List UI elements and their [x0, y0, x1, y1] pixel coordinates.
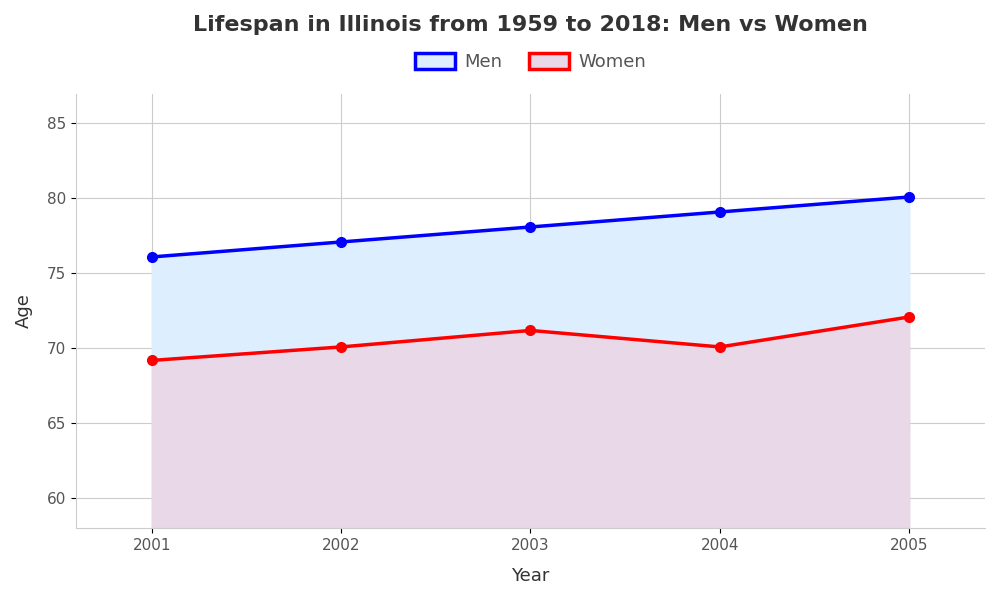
Y-axis label: Age: Age — [15, 293, 33, 328]
Legend: Men, Women: Men, Women — [408, 46, 653, 79]
Title: Lifespan in Illinois from 1959 to 2018: Men vs Women: Lifespan in Illinois from 1959 to 2018: … — [193, 15, 868, 35]
X-axis label: Year: Year — [511, 567, 550, 585]
